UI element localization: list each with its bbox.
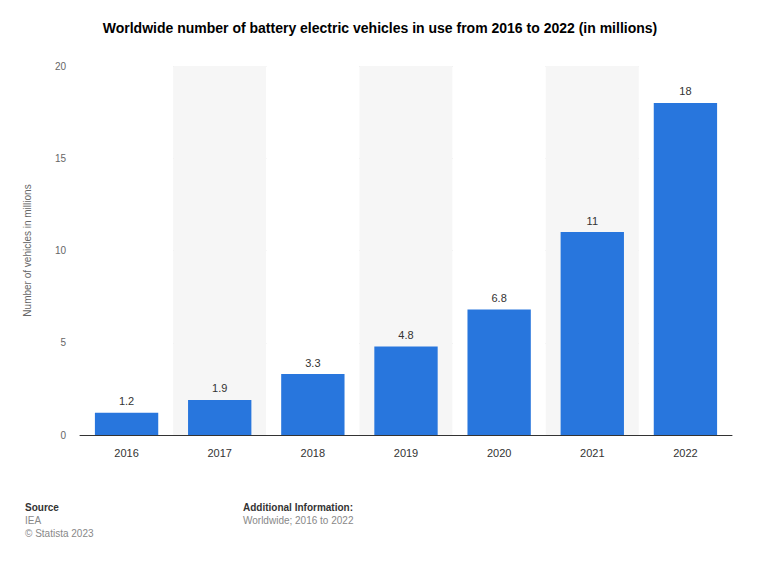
svg-text:1.9: 1.9: [212, 382, 227, 394]
svg-text:Worldwide number of battery el: Worldwide number of battery electric veh…: [103, 20, 657, 36]
svg-text:18: 18: [679, 85, 691, 97]
svg-text:4.8: 4.8: [398, 329, 413, 341]
svg-text:2017: 2017: [207, 447, 231, 459]
svg-text:10: 10: [55, 245, 67, 256]
svg-text:IEA: IEA: [25, 515, 41, 526]
svg-text:2016: 2016: [114, 447, 138, 459]
svg-text:15: 15: [55, 153, 67, 164]
svg-text:11: 11: [587, 215, 598, 227]
svg-text:2020: 2020: [487, 447, 511, 459]
svg-text:2022: 2022: [673, 447, 697, 459]
svg-text:Additional Information:: Additional Information:: [243, 502, 353, 513]
svg-text:20: 20: [55, 61, 67, 72]
svg-text:Worldwide; 2016 to 2022: Worldwide; 2016 to 2022: [243, 515, 354, 526]
svg-text:2021: 2021: [580, 447, 604, 459]
svg-text:2018: 2018: [301, 447, 325, 459]
svg-text:1.2: 1.2: [119, 395, 134, 407]
svg-text:Number of vehicles in millions: Number of vehicles in millions: [22, 184, 33, 316]
svg-text:0: 0: [60, 430, 66, 441]
svg-text:2019: 2019: [394, 447, 418, 459]
svg-text:Source: Source: [25, 502, 59, 513]
svg-text:© Statista 2023: © Statista 2023: [25, 528, 94, 539]
svg-text:6.8: 6.8: [491, 292, 506, 304]
svg-text:5: 5: [60, 337, 66, 348]
svg-text:3.3: 3.3: [305, 357, 320, 369]
